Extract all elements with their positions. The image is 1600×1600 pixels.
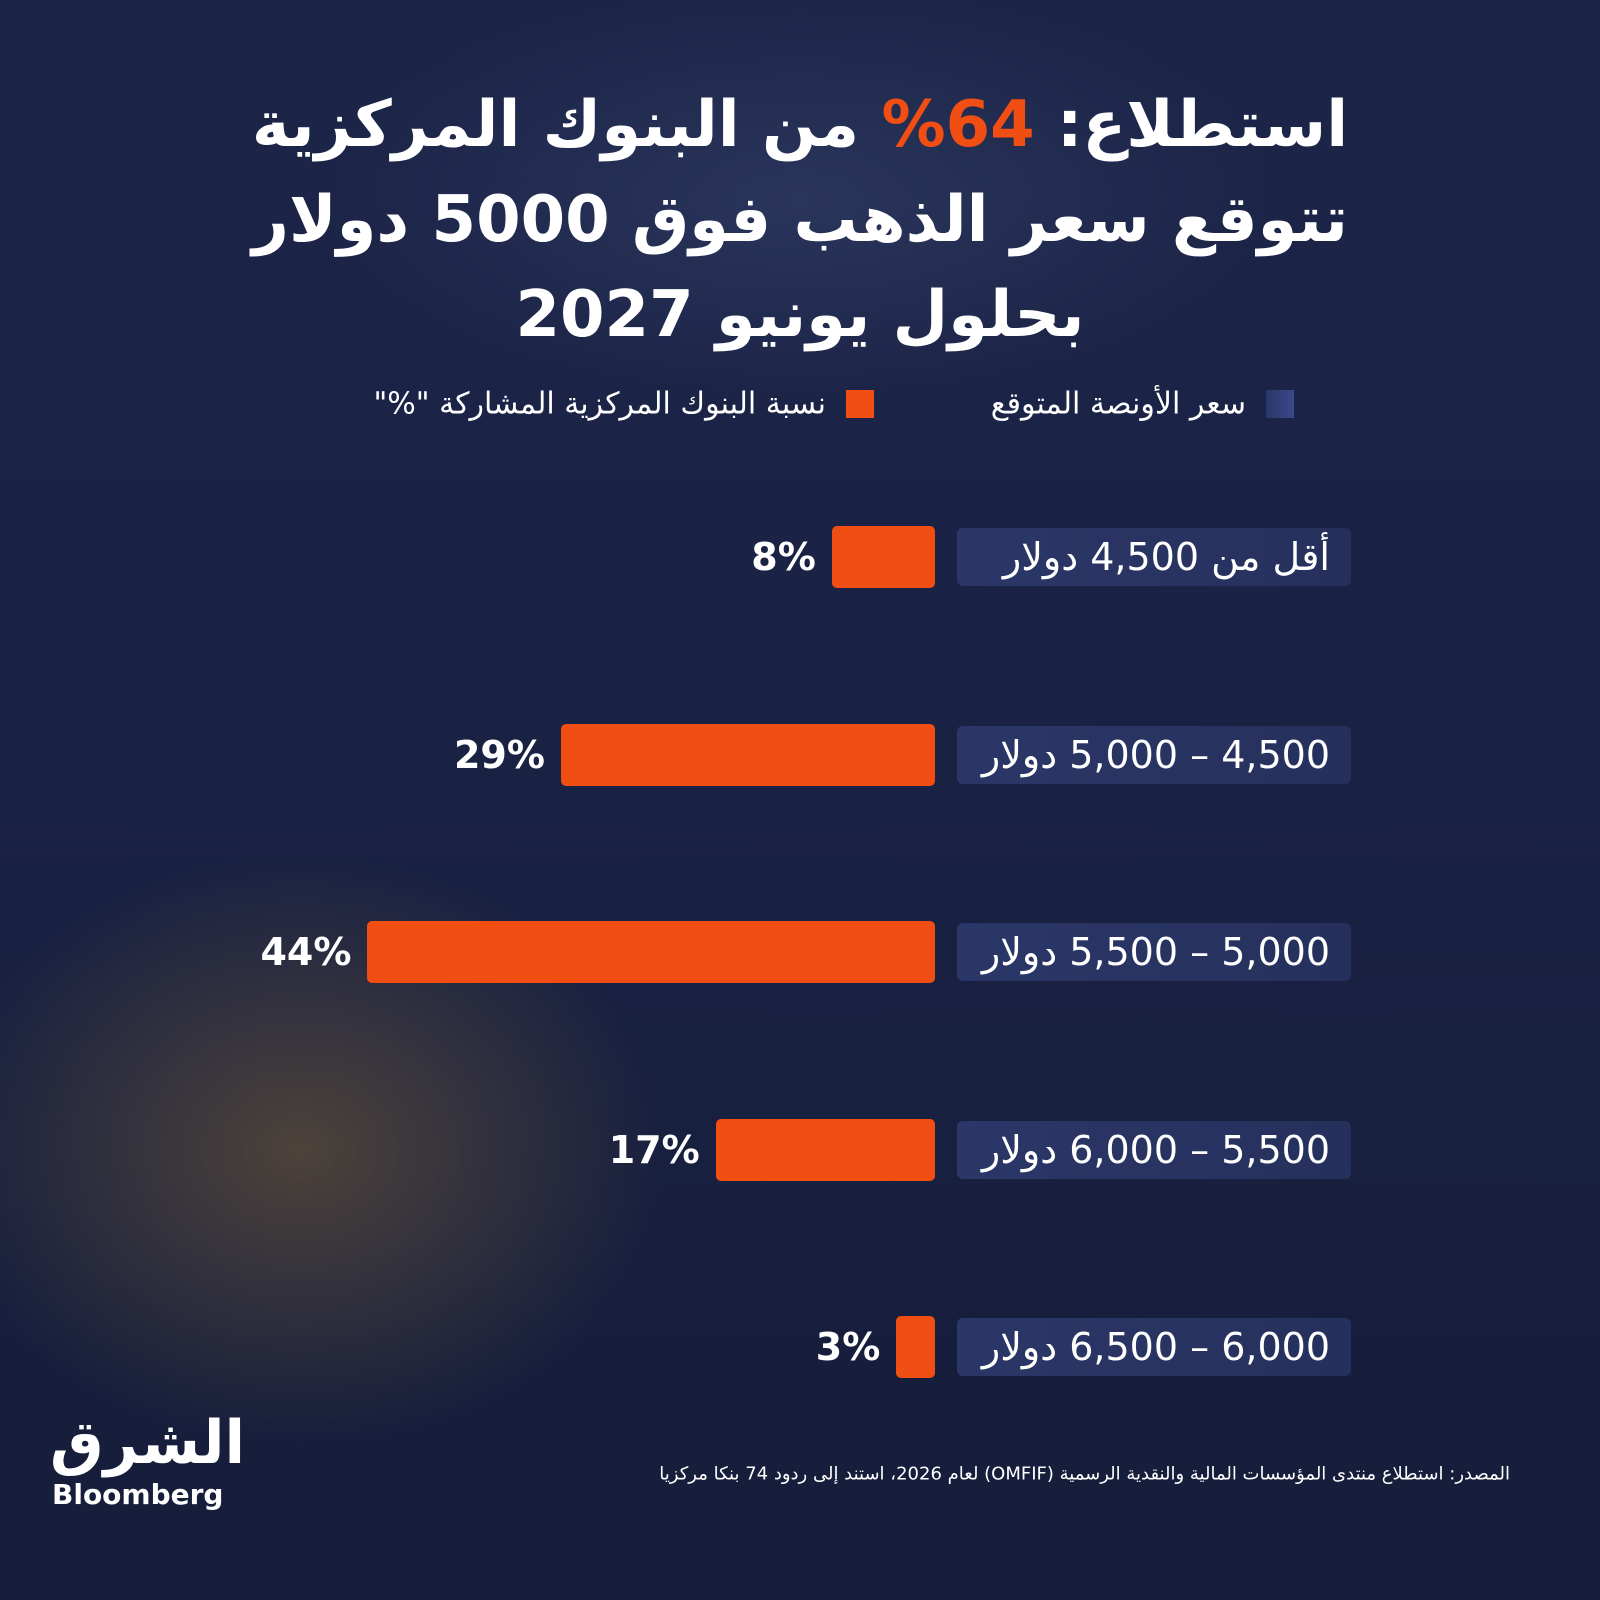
value-label: 17% xyxy=(608,1127,700,1172)
legend-label: نسبة البنوك المركزية المشاركة "%" xyxy=(373,386,826,422)
title-highlight: 64% xyxy=(881,88,1035,162)
category-label: 5,000 – 5,500 دولار xyxy=(981,930,1330,974)
category-box xyxy=(957,528,1351,586)
title-text: من البنوك المركزية تتوقع سعر الذهب فوق 5… xyxy=(251,88,1348,352)
category-box xyxy=(957,1120,1351,1179)
legend-swatch xyxy=(1266,390,1294,418)
bar xyxy=(560,723,935,786)
value-label: 8% xyxy=(751,535,816,579)
source-note: المصدر: استطلاع منتدى المؤسسات المالية و… xyxy=(659,1463,1510,1485)
chart-title: استطلاع: 64% من البنوك المركزية تتوقع سع… xyxy=(200,78,1400,363)
title-text: استطلاع: xyxy=(1034,88,1349,162)
legend-label: سعر الأونصة المتوقع xyxy=(990,386,1246,422)
bar xyxy=(896,1316,935,1378)
category-label: 4,500 – 5,000 دولار xyxy=(981,732,1330,777)
value-label: 3% xyxy=(815,1325,881,1369)
value-label: 29% xyxy=(453,732,545,777)
bar xyxy=(367,921,935,983)
category-label: 6,000 – 6,500 دولار xyxy=(981,1325,1330,1369)
category-box xyxy=(957,923,1351,981)
category-label: 5,500 – 6,000 دولار xyxy=(981,1127,1330,1172)
bar xyxy=(831,526,935,588)
category-box xyxy=(957,725,1351,784)
value-label: 44% xyxy=(260,930,352,974)
logo-english: Bloomberg xyxy=(52,1478,224,1511)
legend-swatch xyxy=(846,390,874,418)
logo-arabic: الشرق xyxy=(50,1408,246,1478)
category-box xyxy=(957,1318,1351,1376)
bar xyxy=(715,1118,935,1181)
category-label: أقل من 4,500 دولار xyxy=(1002,535,1330,579)
